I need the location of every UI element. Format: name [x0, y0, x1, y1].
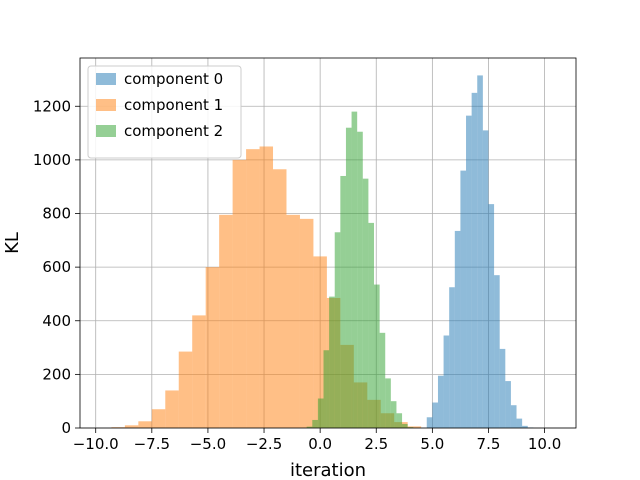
bar-component-1 — [165, 390, 179, 428]
legend-box — [87, 65, 242, 159]
bar-component-2 — [379, 332, 386, 428]
bar-component-0 — [449, 287, 455, 428]
bar-component-0 — [488, 204, 495, 428]
y-tick-label: 200 — [42, 365, 71, 383]
y-tick-label: 1000 — [33, 151, 71, 169]
bar-component-2 — [390, 401, 397, 428]
y-tick-label: 800 — [42, 205, 71, 223]
y-tick-label: 400 — [42, 312, 71, 330]
legend-swatch — [96, 125, 116, 137]
bar-component-0 — [505, 381, 511, 428]
bar-component-1 — [178, 351, 193, 428]
x-tick-label: 2.5 — [364, 435, 388, 453]
bar-component-2 — [323, 350, 330, 428]
bar-component-0 — [471, 92, 478, 428]
x-tick-label: −2.5 — [246, 435, 282, 453]
x-tick-label: 5.0 — [420, 435, 444, 453]
bar-component-0 — [454, 230, 461, 428]
legend-swatch — [96, 99, 116, 111]
bar-component-0 — [510, 405, 517, 428]
bar-component-2 — [340, 175, 346, 428]
bar-component-1 — [407, 426, 422, 428]
bar-component-2 — [345, 127, 352, 428]
bar-component-1 — [219, 214, 233, 428]
bar-component-2 — [329, 296, 335, 428]
bar-component-0 — [482, 130, 489, 429]
bar-component-1 — [138, 421, 152, 428]
legend-item-component-0: component 0 — [96, 70, 223, 88]
bar-component-1 — [286, 214, 300, 428]
legend-item-component-1: component 1 — [96, 96, 223, 114]
x-axis-label: iteration — [290, 460, 366, 480]
bar-component-1 — [192, 315, 206, 428]
bar-component-0 — [466, 115, 472, 428]
legend-item-component-2: component 2 — [96, 122, 223, 140]
x-tick-label: 0.0 — [308, 435, 332, 453]
bar-component-1 — [111, 427, 125, 428]
legend-label: component 0 — [124, 70, 223, 88]
bar-component-1 — [246, 149, 260, 428]
legend: component 0 component 1 component 2 — [87, 65, 242, 159]
x-tick-label: −10.0 — [73, 435, 119, 453]
bar-component-2 — [362, 178, 369, 428]
bar-component-2 — [317, 398, 324, 428]
bar-component-0 — [437, 375, 444, 428]
bar-component-0 — [426, 417, 433, 428]
axes-frame — [79, 57, 577, 429]
bar-component-0 — [499, 348, 506, 428]
bar-component-1 — [151, 409, 166, 428]
bar-component-0 — [460, 170, 467, 428]
bar-component-2 — [306, 426, 313, 428]
y-axis-label: KL — [2, 232, 23, 254]
x-tick-label: −5.0 — [190, 435, 226, 453]
bar-component-2 — [357, 131, 363, 429]
bar-component-2 — [385, 378, 391, 428]
bar-component-0 — [432, 402, 438, 428]
bar-component-0 — [522, 425, 528, 428]
bar-component-2 — [312, 419, 318, 428]
bar-component-0 — [477, 75, 483, 428]
legend-label: component 2 — [124, 122, 223, 140]
series-component-0 — [426, 75, 534, 429]
histogram-bars — [111, 75, 534, 429]
y-tick-label: 600 — [42, 258, 71, 276]
x-tick-label: 7.5 — [477, 435, 501, 453]
y-tick-label: 0 — [61, 419, 71, 437]
bar-component-2 — [402, 423, 408, 428]
x-tick-label: 10.0 — [528, 435, 561, 453]
bar-component-2 — [396, 413, 403, 428]
bar-component-2 — [334, 232, 341, 428]
bar-component-1 — [273, 169, 287, 428]
y-axis-ticks: 0 200 400 600 800 1000 1200 — [33, 97, 80, 437]
bar-component-1 — [259, 146, 274, 428]
legend-swatch — [96, 73, 116, 85]
series-component-2 — [306, 111, 414, 429]
bar-component-2 — [374, 284, 380, 428]
bar-component-0 — [516, 418, 523, 428]
bar-component-1 — [232, 159, 247, 428]
bar-component-1 — [124, 425, 139, 428]
legend-label: component 1 — [124, 96, 223, 114]
bar-component-2 — [407, 427, 414, 428]
bar-component-2 — [351, 111, 358, 428]
bar-component-0 — [494, 275, 500, 428]
bar-component-1 — [205, 267, 220, 428]
x-tick-label: −7.5 — [134, 435, 170, 453]
bar-component-2 — [368, 222, 375, 428]
x-axis-ticks: −10.0 −7.5 −5.0 −2.5 0.0 2.5 5.0 7.5 10.0 — [73, 428, 561, 453]
bar-component-1 — [299, 218, 314, 428]
bar-component-0 — [443, 335, 450, 428]
y-tick-label: 1200 — [33, 97, 71, 115]
